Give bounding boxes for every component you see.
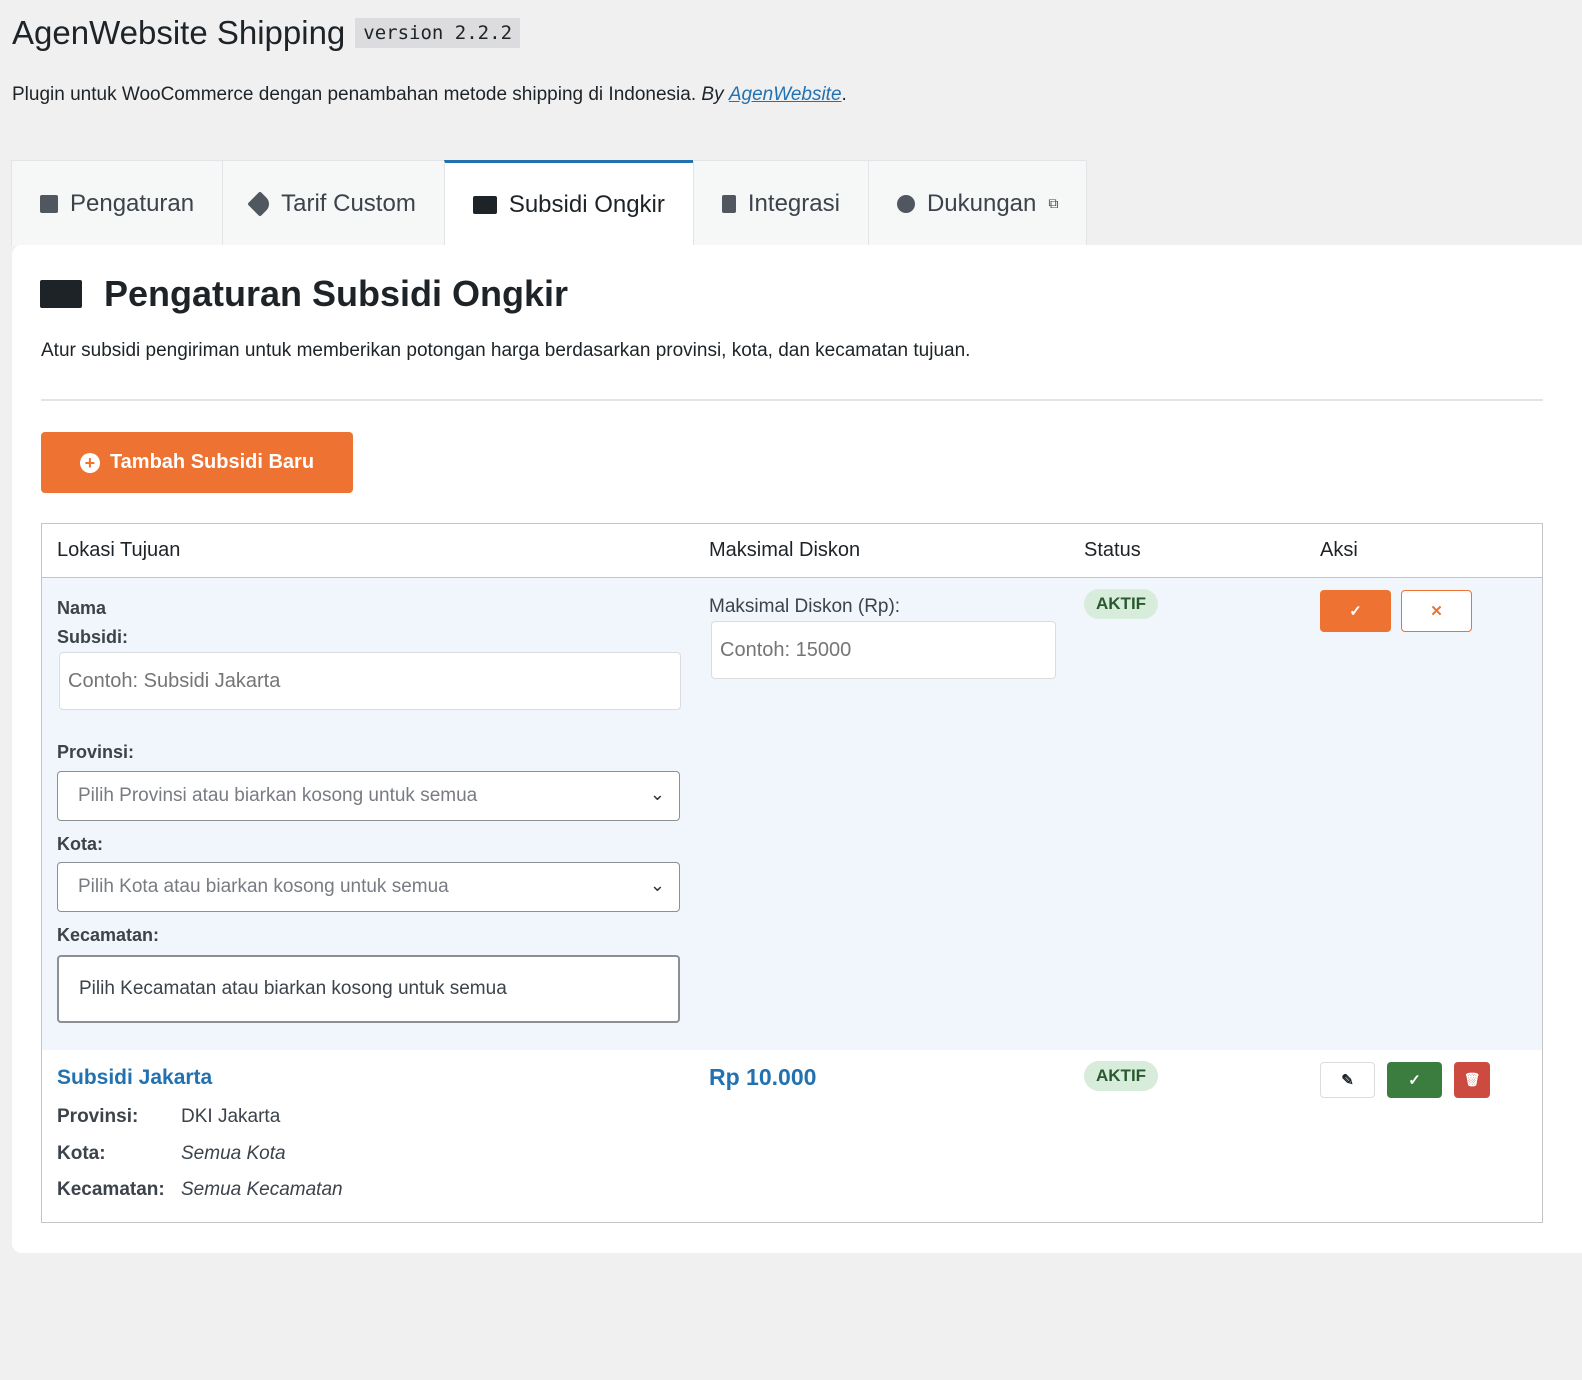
status-badge: AKTIF: [1084, 1061, 1159, 1091]
page-header: AgenWebsite Shipping version 2.2.2: [12, 14, 521, 52]
subsidy-icon: [472, 195, 497, 214]
delete-button[interactable]: 🗑: [1454, 1062, 1490, 1098]
name-label: Nama Subsidi:: [57, 598, 128, 647]
plugin-description: Plugin untuk WooCommerce dengan penambah…: [12, 84, 847, 105]
cancel-button[interactable]: ✕: [1401, 590, 1472, 632]
district-select[interactable]: Pilih Kecamatan atau biarkan kosong untu…: [57, 955, 680, 1023]
plus-circle-icon: +: [79, 452, 100, 473]
plug-icon: [721, 194, 736, 213]
subsidy-name-input[interactable]: [59, 652, 681, 710]
tab-dukungan[interactable]: Dukungan ⧉: [867, 160, 1088, 246]
city-select[interactable]: Pilih Kota atau biarkan kosong untuk sem…: [57, 862, 680, 912]
sliders-icon: [40, 194, 58, 213]
table-row: Subsidi Jakarta Provinsi: DKI Jakarta Kot…: [42, 1050, 1542, 1222]
max-discount-input[interactable]: [711, 621, 1056, 679]
tag-icon: [247, 190, 273, 217]
status-badge: AKTIF: [1084, 589, 1159, 619]
page-subtitle: Atur subsidi pengiriman untuk memberikan…: [41, 340, 971, 361]
external-link-icon: ⧉: [1048, 195, 1059, 211]
author-link[interactable]: AgenWebsite: [728, 84, 842, 105]
version-badge: version 2.2.2: [355, 18, 521, 48]
page-title: Pengaturan Subsidi Ongkir: [40, 273, 568, 315]
lifebuoy-icon: [896, 194, 915, 213]
subsidy-icon: [40, 280, 82, 308]
max-discount-value: Rp 10.000: [709, 1064, 817, 1090]
edit-row: Nama Subsidi: Provinsi: Pilih Provinsi a…: [42, 578, 1542, 1050]
tab-tarif-custom[interactable]: Tarif Custom: [222, 160, 445, 246]
chevron-down-icon: ⌄: [649, 875, 665, 895]
content-panel: Pengaturan Subsidi Ongkir Atur subsidi p…: [12, 245, 1582, 1253]
subsidy-table: Lokasi Tujuan Maksimal Diskon Status Aks…: [41, 523, 1543, 1223]
toggle-status-button[interactable]: ✓: [1387, 1062, 1442, 1098]
edit-button[interactable]: ✎: [1320, 1062, 1375, 1098]
tab-integrasi[interactable]: Integrasi: [692, 160, 869, 246]
add-subsidy-button[interactable]: + Tambah Subsidi Baru: [41, 432, 353, 493]
chevron-down-icon: ⌄: [649, 784, 665, 804]
save-button[interactable]: ✓: [1320, 590, 1391, 632]
app-title: AgenWebsite Shipping: [12, 14, 346, 51]
province-select[interactable]: Pilih Provinsi atau biarkan kosong untuk…: [57, 771, 680, 821]
table-header: Lokasi Tujuan Maksimal Diskon Status Aks…: [42, 524, 1542, 578]
tab-pengaturan[interactable]: Pengaturan: [11, 160, 224, 246]
tab-bar: Pengaturan Tarif Custom Subsidi Ongkir I…: [11, 160, 1088, 246]
subsidy-name-link[interactable]: Subsidi Jakarta: [57, 1066, 213, 1089]
divider: [41, 399, 1543, 401]
tab-subsidi-ongkir[interactable]: Subsidi Ongkir: [443, 160, 694, 246]
